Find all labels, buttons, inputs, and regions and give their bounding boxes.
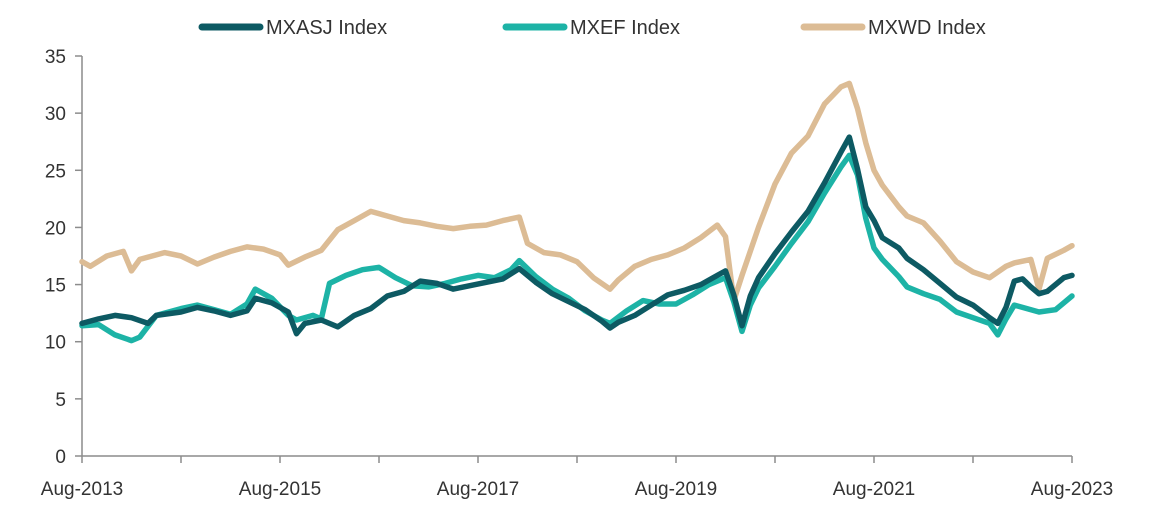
series-line-mxef-index (79, 152, 1075, 344)
y-tick-label: 10 (45, 333, 66, 354)
x-tick-label: Aug-2015 (239, 479, 321, 500)
x-tick-label: Aug-2019 (635, 479, 717, 500)
x-tick-label: Aug-2017 (437, 479, 519, 500)
series-line-mxasj-index (79, 134, 1075, 337)
y-tick-label: 15 (45, 276, 66, 297)
legend-label: MXEF Index (570, 17, 680, 39)
y-tick-label: 25 (45, 161, 66, 182)
x-tick-label: Aug-2023 (1031, 479, 1113, 500)
y-tick-label: 35 (45, 47, 66, 68)
series-line-mxwd-index (79, 80, 1075, 304)
axes: 0 5 10 15 20 25 30 35 Aug-2013 Aug-2015 Aug-2017 Au… (41, 47, 1113, 500)
x-tick-label: Aug-2021 (833, 479, 915, 500)
y-tick-label: 5 (55, 390, 66, 411)
legend-label: MXASJ Index (266, 17, 387, 39)
y-tick-label: 20 (45, 218, 66, 239)
series-lines (79, 80, 1075, 344)
y-tick-label: 0 (55, 447, 66, 468)
x-tick-label: Aug-2013 (41, 479, 123, 500)
y-tick-label: 30 (45, 104, 66, 125)
legend: MXASJ Index MXEF Index MXWD Index (198, 17, 986, 39)
legend-label: MXWD Index (868, 17, 986, 39)
